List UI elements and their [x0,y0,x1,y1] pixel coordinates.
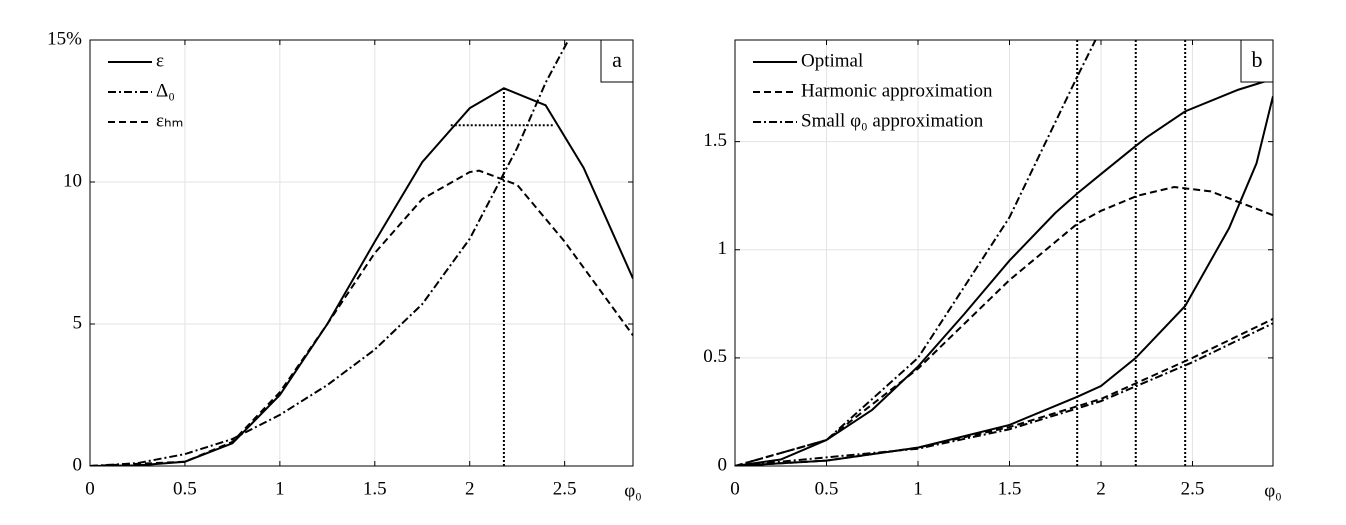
x-tick-label: 0 [85,478,95,499]
curve [735,95,1273,466]
x-tick-label: 1.5 [998,478,1022,499]
panel-label-box [600,39,634,83]
x-tick-label: 0.5 [815,478,839,499]
axes-box [89,39,634,467]
legend-label: Δ₀ [156,80,175,101]
x-tick-label: 1 [913,478,923,499]
x-tick-label: 2.5 [553,478,577,499]
panel-label: b [1252,47,1263,72]
x-axis-label: φ₀ [624,480,642,501]
x-tick-label: 2 [465,478,475,499]
curve [735,318,1273,466]
x-tick-label: 1 [275,478,285,499]
legend-label: ε [156,50,164,71]
x-tick-label: 2 [1096,478,1106,499]
legend-label: Harmonic approximation [801,80,993,101]
legend-label: Small φ₀ approximation [801,110,984,131]
panel-label-box [1240,39,1274,83]
y-tick-label: 0 [718,454,728,475]
curve [735,322,1273,466]
x-tick-label: 0 [730,478,740,499]
curve [90,87,633,466]
x-tick-label: 0.5 [173,478,197,499]
x-tick-label: 2.5 [1181,478,1205,499]
curve [90,40,570,466]
legend-label: Optimal [801,50,863,71]
y-tick-label: 10 [63,170,82,191]
x-axis-label: φ₀ [1264,480,1282,501]
legend-label: εₕₘ [156,110,184,131]
curve [735,186,1273,466]
y-tick-label: 0.5 [703,346,727,367]
y-tick-label: 5 [73,312,83,333]
curve [735,40,1097,466]
curve [735,77,1273,466]
panel-label: a [612,47,622,72]
curve [90,169,633,466]
axes-box [734,39,1274,467]
x-tick-label: 1.5 [363,478,387,499]
plot-area [90,40,633,466]
plot-area [735,40,1273,466]
y-tick-label: 15% [47,28,82,49]
y-tick-label: 0 [73,454,83,475]
y-tick-label: 1.5 [703,130,727,151]
y-tick-label: 1 [718,238,728,259]
